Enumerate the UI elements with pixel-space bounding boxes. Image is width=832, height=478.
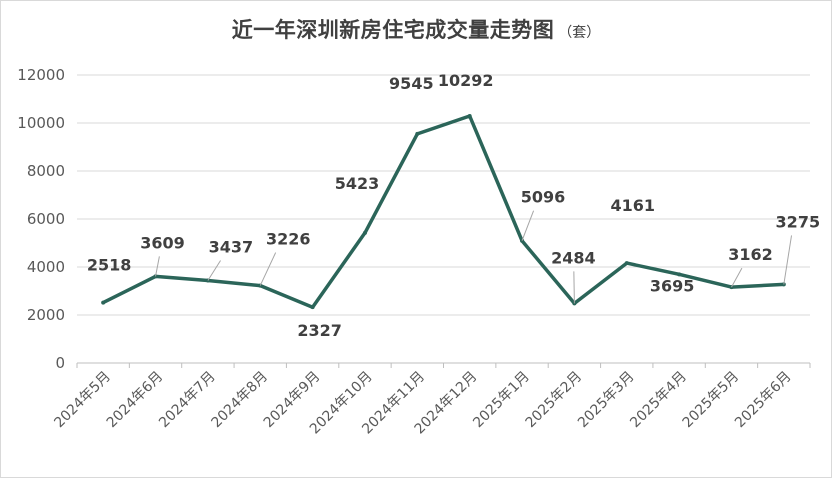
data-label-leader — [521, 210, 535, 241]
data-point — [310, 305, 315, 310]
data-label: 3695 — [650, 276, 695, 295]
chart-subtitle: （套） — [558, 25, 601, 41]
data-point — [677, 272, 682, 277]
data-label-leader — [259, 252, 277, 286]
data-label: 3437 — [209, 238, 254, 257]
y-tick-label: 12000 — [17, 66, 65, 84]
y-tick-label: 6000 — [27, 210, 65, 228]
data-label: 3162 — [728, 245, 773, 264]
data-point — [362, 230, 367, 235]
data-label: 3609 — [140, 233, 185, 252]
data-label: 3275 — [776, 212, 821, 231]
data-label-leader — [573, 271, 575, 304]
data-label-leader — [207, 260, 221, 281]
data-label: 2518 — [87, 256, 132, 275]
y-tick-label: 8000 — [27, 162, 65, 180]
data-point — [101, 300, 106, 305]
data-point — [415, 131, 420, 136]
data-label: 2484 — [551, 248, 596, 267]
data-label-leader — [731, 267, 743, 288]
chart-title: 近一年深圳新房住宅成交量走势图 — [231, 18, 555, 42]
y-tick-label: 4000 — [27, 258, 65, 276]
data-label: 3226 — [266, 230, 311, 249]
data-label: 5096 — [521, 188, 566, 207]
data-label: 2327 — [297, 321, 342, 340]
data-label: 5423 — [335, 174, 380, 193]
data-label: 4161 — [610, 196, 655, 215]
y-tick-label: 10000 — [17, 114, 65, 132]
chart-title-area: 近一年深圳新房住宅成交量走势图 （套） — [0, 14, 832, 44]
data-label: 10292 — [438, 71, 494, 90]
data-label: 9545 — [389, 74, 434, 93]
y-tick-label: 2000 — [27, 306, 65, 324]
data-label-leader — [783, 235, 793, 285]
x-tick-label: 2025年6月 — [732, 369, 795, 432]
data-label-leader — [155, 256, 160, 277]
data-point — [624, 261, 629, 266]
series-line — [101, 114, 786, 309]
y-tick-label: 0 — [55, 354, 65, 372]
data-point — [467, 113, 472, 118]
